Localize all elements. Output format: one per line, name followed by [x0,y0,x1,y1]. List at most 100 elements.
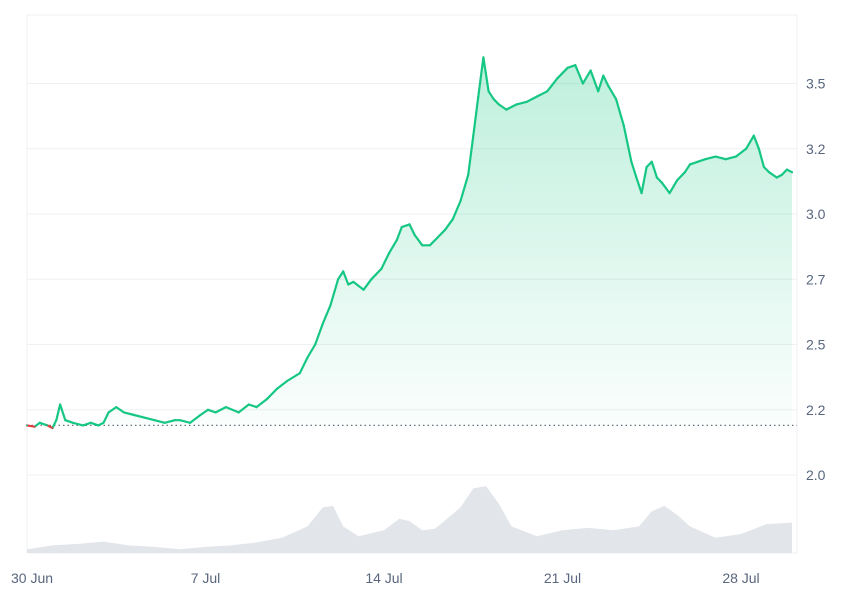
price-point [342,270,345,273]
price-line-segment [163,419,176,424]
price-line-segment [780,168,789,176]
price-line-segment [153,419,166,424]
y-tick-label: 3.2 [806,141,826,157]
price-point [123,411,125,414]
price-point [33,425,36,428]
price-point [645,166,648,168]
price-point [477,95,480,98]
price-point [472,134,475,137]
price-line-segment [51,419,58,430]
price-line-segment [724,155,738,161]
price-line-segment [107,406,118,414]
price-line-segment [546,77,559,93]
price-line-segment [298,356,309,375]
price-line-segment [688,160,699,166]
price-line-segment [247,403,258,409]
price-point [763,166,765,168]
price-point [163,421,166,424]
price-point [59,403,61,406]
y-tick-label: 2.2 [806,402,826,418]
price-point [589,69,592,72]
price-point [276,388,278,390]
price-point [395,239,398,242]
price-line-segment [581,69,592,85]
price-line-segment [352,280,365,291]
volume-area [27,486,792,553]
price-line-segment [214,406,227,414]
price-line-segment [143,416,156,422]
price-point [207,408,209,411]
price-point [656,176,658,179]
price-point [255,406,258,408]
price-line-segment [589,69,600,93]
price-point [247,403,250,406]
price-line-segment [635,176,643,195]
price-point [622,124,625,127]
price-line-segment [676,171,687,182]
price-point [362,288,365,291]
price-line-segment [255,398,268,409]
price-line-segment [655,176,664,184]
x-tick-label: 14 Jul [365,570,402,586]
price-line-segment [342,270,350,286]
price-line-segment [178,419,192,424]
price-point [515,103,518,106]
price-point [467,174,470,176]
x-tick-label: 30 Jun [11,570,53,586]
price-line-segment [451,199,462,221]
price-line-segment [275,379,289,390]
price-line-segment [122,411,136,417]
price-line-segment [25,424,36,428]
price-point [566,66,569,69]
price-point [615,98,617,101]
price-point [791,171,793,174]
price-point [225,406,227,408]
price-line-segment [71,421,85,427]
price-line-segment [321,304,332,325]
price-line-segment [102,411,110,424]
price-point [352,281,355,283]
price-point [556,77,559,80]
price-line-segment [734,147,748,158]
y-tick-label: 2.5 [806,337,826,353]
price-point [436,236,439,239]
price-point [89,421,92,424]
price-line-segment [89,421,100,427]
price-line-segment [444,218,454,231]
price-line-segment [329,278,340,307]
price-line-segment [380,252,391,270]
price-line-segment [492,98,500,106]
price-line-segment [265,387,278,401]
price-line-segment [574,64,585,85]
price-line-segment [64,419,75,424]
price-line-segment [482,56,490,93]
price-line-segment [525,95,539,103]
price-line-segment [395,225,403,242]
price-point [714,155,717,158]
price-point [758,147,760,150]
price-point [574,64,577,67]
price-line-segment [413,233,424,247]
price-point [650,160,653,163]
price-line-segment [38,421,49,427]
price-line-segment [602,74,610,88]
price-point [630,160,633,163]
price-line-segment [81,421,92,427]
price-line-segment [428,236,439,247]
price-line-segment [630,160,638,179]
price-point [546,90,549,93]
price-point [179,419,181,422]
price-line-segment [535,90,549,98]
price-line-segment [189,413,202,424]
price-line-segment [762,165,771,174]
price-point [482,56,485,59]
price-point [413,234,416,236]
price-line-segment [744,134,755,150]
price-line-segment [497,103,508,111]
price-line-segment [467,134,475,176]
price-point [408,223,411,226]
y-axis-ticks: 3.5 3.2 3.0 2.7 2.5 2.2 2.0 [806,76,826,484]
price-line-segment [556,66,569,80]
price-line-segment [505,103,518,111]
